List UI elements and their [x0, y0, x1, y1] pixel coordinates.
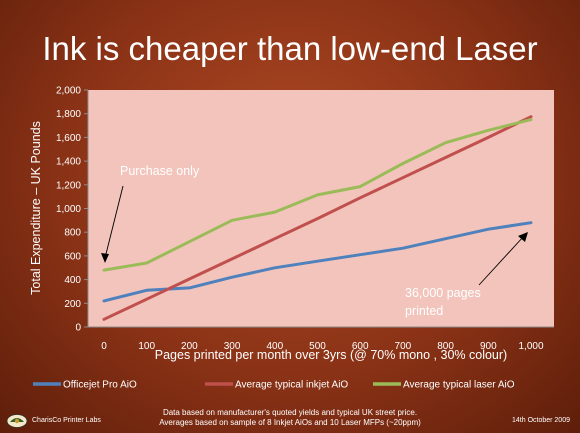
footer-note: Data based on manufacturer's quoted yiel… [120, 408, 460, 428]
annotation-arrowhead-purchase [101, 253, 109, 263]
x-tick-label: 0 [101, 341, 107, 352]
annotation-arrow-36000 [478, 235, 525, 286]
y-tick-label: 400 [64, 275, 81, 286]
x-tick-label: 700 [395, 341, 412, 352]
series-line-1 [102, 221, 533, 303]
footer-date: 14th October 2009 [512, 417, 570, 424]
y-tick-label: 1,200 [56, 180, 81, 191]
legend-label-1: Officejet Pro AiO [63, 380, 137, 391]
x-tick-label: 600 [352, 341, 369, 352]
x-tick-label: 500 [309, 341, 326, 352]
y-axis-label: Total Expenditure – UK Pounds [29, 121, 43, 295]
x-tick-label: 400 [266, 341, 283, 352]
annotation-purchase-only: Purchase only [120, 164, 200, 178]
annotation-36000-line1: 36,000 pages [405, 286, 481, 300]
charisco-logo [6, 414, 28, 428]
x-tick-label: 300 [224, 341, 241, 352]
series-group [102, 115, 533, 321]
y-tick-label: 600 [64, 251, 81, 262]
y-tick-label: 2,000 [56, 86, 81, 97]
y-tick-label: 800 [64, 228, 81, 239]
annotation-arrowhead-36000 [518, 232, 528, 242]
series-line-3 [102, 118, 533, 272]
x-tick-label: 1,000 [518, 341, 543, 352]
legend-label-3: Average typical laser AiO [403, 380, 515, 391]
x-tick-label: 900 [480, 341, 497, 352]
footer-note-line1: Data based on manufacturer's quoted yiel… [162, 408, 418, 417]
x-axis-label: Pages printed per month over 3yrs (@ 70%… [155, 348, 507, 362]
footer-org-name: CharisCo Printer Labs [32, 417, 101, 424]
y-tick-label: 0 [75, 323, 81, 334]
x-tick-label: 800 [437, 341, 454, 352]
plot-area [88, 90, 554, 327]
x-tick-label: 200 [181, 341, 198, 352]
series-line-2 [102, 115, 533, 321]
footer-note-line2: Averages based on sample of 8 Inkjet AiO… [159, 418, 421, 427]
y-tick-label: 1,400 [56, 157, 81, 168]
y-tick-label: 200 [64, 299, 81, 310]
annotation-36000-line2: printed [405, 304, 443, 318]
legend-label-2: Average typical inkjet AiO [235, 380, 348, 391]
y-tick-label: 1,800 [56, 109, 81, 120]
y-tick-label: 1,000 [56, 204, 81, 215]
x-tick-label: 100 [138, 341, 155, 352]
axes [84, 89, 554, 328]
tick-labels: 0 200 400 600 800 1,000 1,200 1,400 1,600 1,800 2,… [56, 86, 544, 353]
slide-title: Ink is cheaper than low-end Laser [42, 30, 538, 67]
legend: Officejet Pro AiO Average typical inkjet … [33, 380, 515, 391]
annotation-arrow-purchase [104, 185, 124, 259]
y-tick-label: 1,600 [56, 133, 81, 144]
